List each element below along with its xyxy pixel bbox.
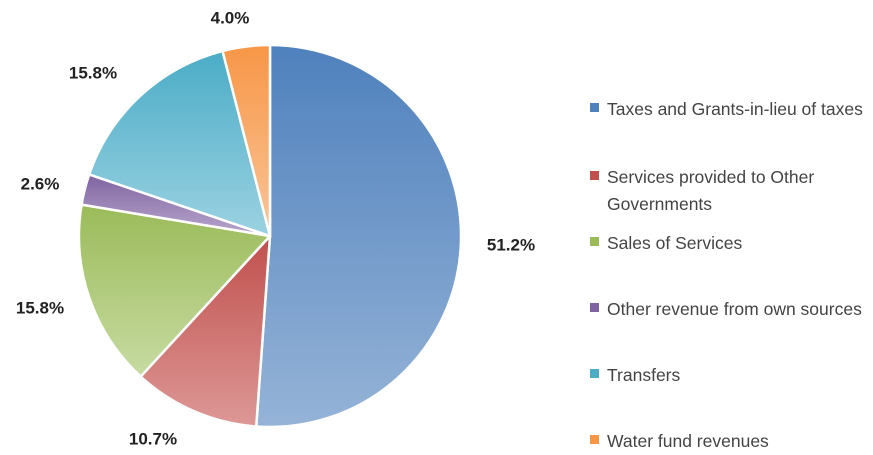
legend-label-transfers: Transfers	[607, 365, 681, 385]
legend-label-services-other-governments: Services provided to Other Governments	[607, 167, 815, 214]
legend-item-sales-of-services: Sales of Services	[590, 230, 869, 257]
legend-swatch-water-fund	[590, 435, 599, 444]
legend-item-taxes: Taxes and Grants-in-lieu of taxes	[590, 96, 869, 123]
pie-slice-sales-of-services	[77, 203, 272, 378]
data-label-sales-of-services: 15.8%	[16, 298, 64, 317]
legend-swatch-taxes	[590, 103, 599, 112]
pie-slice-transfers	[87, 49, 272, 238]
legend-item-services-other-governments: Services provided to Other Governments	[590, 164, 869, 218]
legend-item-transfers: Transfers	[590, 362, 869, 389]
data-label-services-other-governments: 10.7%	[129, 429, 177, 448]
legend-label-water-fund: Water fund revenues	[607, 431, 769, 451]
pie-slice-water-fund	[221, 43, 272, 238]
pie-slice-taxes	[254, 43, 463, 429]
legend-label-other-revenue: Other revenue from own sources	[607, 299, 862, 319]
legend-label-taxes: Taxes and Grants-in-lieu of taxes	[607, 99, 863, 119]
legend-swatch-transfers	[590, 369, 599, 378]
data-label-water-fund: 4.0%	[211, 8, 250, 27]
data-label-other-revenue: 2.6%	[21, 174, 60, 193]
legend-item-other-revenue: Other revenue from own sources	[590, 296, 869, 323]
legend-swatch-sales-of-services	[590, 237, 599, 246]
legend-item-water-fund: Water fund revenues	[590, 428, 869, 455]
data-label-taxes: 51.2%	[487, 235, 535, 254]
data-label-transfers: 15.8%	[69, 63, 117, 82]
pie-slice-services-other-governments	[139, 234, 272, 428]
legend-label-sales-of-services: Sales of Services	[607, 233, 743, 253]
legend-swatch-other-revenue	[590, 303, 599, 312]
legend-swatch-services-other-governments	[590, 171, 599, 180]
